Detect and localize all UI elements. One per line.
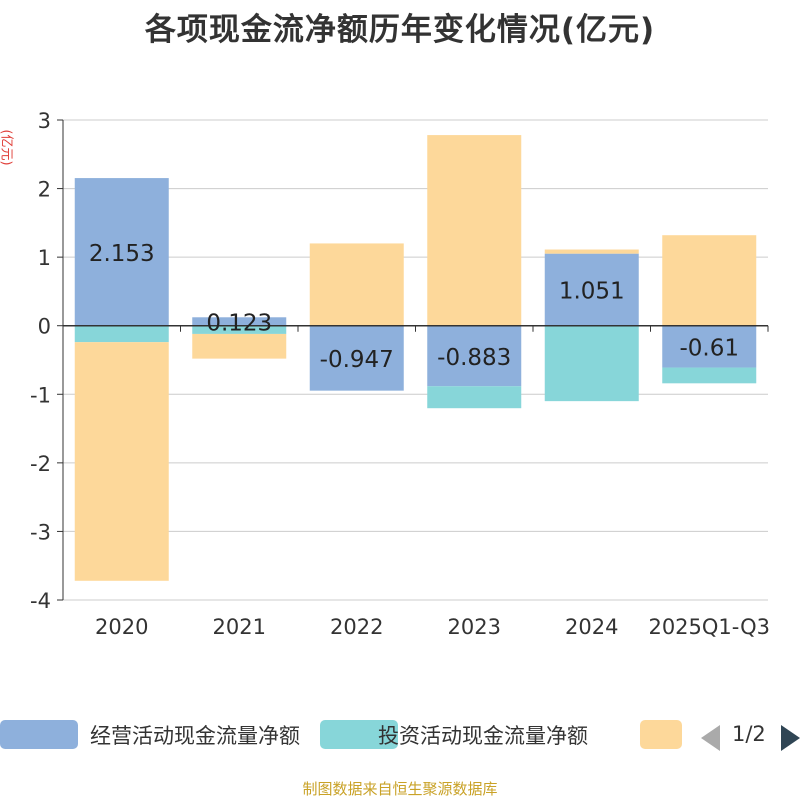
bar-2025Q1-Q3-series-2 [662,235,757,326]
legend-next-page-icon[interactable] [781,725,800,751]
data-label: -0.61 [679,336,739,362]
y-tick-label: -2 [30,452,51,476]
x-tick-label: 2021 [213,615,266,639]
y-tick-label: -4 [30,589,51,613]
bar-2023-series-0 [427,325,522,387]
legend-prev-page-icon[interactable] [701,725,720,751]
data-label: 0.123 [206,310,272,336]
legend-swatch-operating [0,720,78,749]
x-tick-label: 2020 [95,615,148,639]
bar-2020-series-1 [74,325,169,343]
bar-2021-series-0 [192,317,287,326]
bar-chart: 3 2 1 0 -1 -2 -3 -4 2020 2021 2022 2023 2024 2025Q1-Q… [30,109,770,639]
data-label: -0.883 [437,345,511,371]
bar-2023-series-2 [427,135,522,326]
y-tick-label: 3 [38,109,51,133]
legend-swatch-third [640,720,682,749]
data-label: -0.947 [320,347,394,373]
x-tick-label: 2025Q1-Q3 [648,615,770,639]
x-tick-label: 2024 [565,615,618,639]
source-note: 制图数据来自恒生聚源数据库 [302,780,498,798]
bar-2020-series-0 [74,178,169,326]
bar-2022-series-0 [309,325,404,391]
bar-2025Q1-Q3-series-1 [662,367,757,384]
data-label: 1.051 [559,279,625,305]
legend: 经营活动现金流量净额 投资活动现金流量净额 1/2 [0,716,800,756]
bar-2021-series-2 [192,333,287,359]
bar-2022-series-2 [309,243,404,326]
bar-2024-series-2 [544,249,639,254]
bar-2023-series-1 [427,386,522,409]
legend-page-indicator: 1/2 [732,722,766,746]
legend-label-investing: 投资活动现金流量净额 [378,724,588,748]
y-tick-label: 1 [38,246,51,270]
legend-label-operating: 经营活动现金流量净额 [90,724,300,748]
bar-2020-series-2 [74,342,169,581]
y-tick-label: 0 [38,315,51,339]
bar-2021-series-1 [192,325,287,334]
y-tick-label: -1 [30,383,51,407]
bar-2024-series-1 [544,325,639,402]
legend-pager: 1/2 [700,722,800,752]
y-tick-label: 2 [38,178,51,202]
chart-title: 各项现金流净额历年变化情况(亿元) [144,12,656,48]
data-label: 2.153 [89,241,155,267]
y-tick-label: -3 [30,520,51,544]
legend-swatch-investing [320,720,398,749]
bar-2025Q1-Q3-series-0 [662,325,757,368]
bar-2024-series-0 [544,253,639,326]
x-tick-label: 2023 [448,615,501,639]
x-tick-label: 2022 [330,615,383,639]
